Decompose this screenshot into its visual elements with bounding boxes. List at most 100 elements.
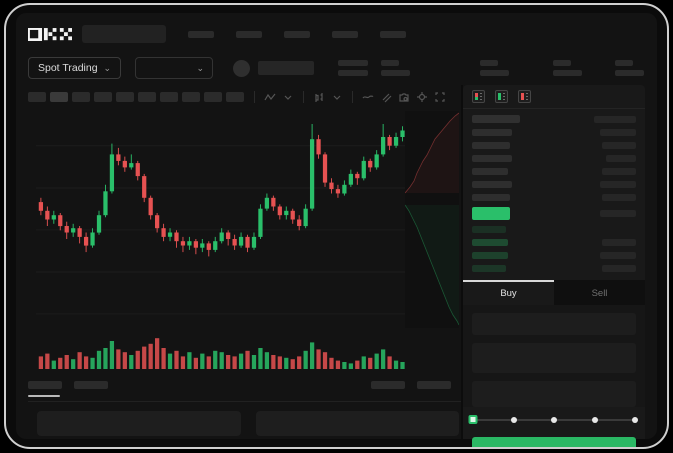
fullscreen-icon[interactable] [433, 90, 447, 104]
camera-icon[interactable] [397, 90, 411, 104]
chart-column [28, 85, 461, 439]
timeframe-chip[interactable] [204, 92, 222, 102]
orderbook-row[interactable] [463, 142, 645, 149]
orderbook[interactable] [463, 109, 645, 280]
vertical-divider [461, 85, 463, 439]
tab-buy[interactable]: Buy [463, 280, 554, 305]
timeframe-chip[interactable] [28, 92, 46, 102]
candle-style-icon[interactable] [312, 90, 326, 104]
market-stat-skeleton [381, 60, 411, 76]
market-stats [368, 60, 645, 76]
search-bar-skeleton[interactable] [82, 25, 166, 43]
pair-selector[interactable]: ⌄ [135, 57, 214, 79]
orderbook-row[interactable] [463, 155, 645, 162]
orderbook-row[interactable] [463, 168, 645, 175]
chevron-down-icon: ⌄ [196, 62, 205, 73]
order-form [463, 305, 645, 407]
chart-tab[interactable] [74, 381, 108, 389]
chevron-down-icon[interactable] [281, 90, 295, 104]
orderbook-row[interactable] [463, 115, 645, 123]
market-stat-skeleton [553, 60, 583, 76]
order-amount-input[interactable] [472, 343, 636, 373]
market-mode-label: Spot Trading [38, 62, 98, 74]
buy-submit-button[interactable] [472, 437, 636, 447]
top-navbar [28, 17, 645, 51]
buy-sell-tabs: Buy Sell [463, 280, 645, 305]
timeframe-chip[interactable] [226, 92, 244, 102]
nav-item-skeleton[interactable] [332, 30, 358, 38]
timeframe-chip[interactable] [50, 92, 68, 102]
line-wave-icon[interactable] [361, 90, 375, 104]
timeframe-chip[interactable] [182, 92, 200, 102]
orderbook-asks-icon[interactable] [518, 90, 531, 103]
amount-slider[interactable] [468, 409, 638, 431]
okx-logo-icon [28, 27, 72, 41]
toolbar-separator [352, 91, 353, 103]
device-frame: Spot Trading ⌄ ⌄ [4, 3, 669, 449]
compare-icon[interactable] [379, 90, 393, 104]
orderbook-row[interactable] [463, 129, 645, 136]
volume-chart[interactable] [36, 335, 405, 369]
slider-stop[interactable] [591, 417, 598, 423]
chart-tab-right[interactable] [371, 381, 405, 389]
depth-chart-panel[interactable] [404, 111, 460, 328]
trade-panel: Buy Sell [463, 85, 645, 447]
candlestick-chart[interactable] [36, 111, 405, 328]
orderbook-view-switcher [463, 85, 645, 109]
orderbook-row[interactable] [463, 226, 645, 233]
timeframe-chip[interactable] [138, 92, 156, 102]
nav-item-skeleton[interactable] [380, 30, 406, 38]
main-content: Buy Sell [28, 85, 645, 447]
chevron-down-icon[interactable] [330, 90, 344, 104]
timeframe-chip[interactable] [94, 92, 112, 102]
timeframe-chip[interactable] [116, 92, 134, 102]
okx-logo[interactable] [28, 27, 72, 41]
slider-stop[interactable] [551, 417, 557, 423]
bottom-panel-skeleton[interactable] [255, 411, 459, 436]
active-tab-underline [28, 395, 60, 397]
indicators-zigzag-icon[interactable] [263, 90, 277, 104]
orderbook-row[interactable] [463, 181, 645, 188]
slider-handle[interactable] [468, 415, 478, 424]
timeframe-chip[interactable] [72, 92, 90, 102]
settings-gear-icon[interactable] [415, 90, 429, 104]
order-total-input[interactable] [472, 381, 636, 407]
chart-tab-active[interactable] [28, 381, 62, 397]
market-header: Spot Trading ⌄ ⌄ [28, 51, 645, 85]
chart-bottom-tabs [28, 381, 461, 401]
market-mode-selector[interactable]: Spot Trading ⌄ [28, 57, 122, 79]
timeframe-chip[interactable] [160, 92, 178, 102]
slider-stop[interactable] [632, 417, 638, 423]
timeframe-buttons [28, 92, 248, 102]
orderbook-row[interactable] [463, 194, 645, 201]
price-stat-skeleton [338, 60, 369, 76]
bottom-panel-skeleton[interactable] [37, 411, 241, 436]
chart-toolbar [28, 85, 461, 109]
last-price-row[interactable] [463, 207, 645, 220]
section-divider [28, 401, 461, 402]
toolbar-separator [254, 91, 255, 103]
market-stat-skeleton [480, 60, 510, 76]
orderbook-row[interactable] [463, 265, 645, 272]
last-price-badge [472, 207, 510, 220]
nav-item-skeleton[interactable] [188, 30, 214, 38]
trading-app: Spot Trading ⌄ ⌄ [16, 13, 657, 447]
market-stat-skeleton [615, 60, 645, 76]
chart-tool-icons [261, 90, 449, 104]
order-price-input[interactable] [472, 313, 636, 335]
tab-sell[interactable]: Sell [591, 288, 608, 299]
coin-avatar [233, 59, 251, 77]
orderbook-bids-icon[interactable] [495, 90, 508, 103]
bottom-panels [37, 411, 459, 436]
chevron-down-icon: ⌄ [103, 62, 112, 73]
orderbook-both-icon[interactable] [472, 90, 485, 103]
pair-name-skeleton [258, 61, 315, 75]
nav-item-skeleton[interactable] [284, 30, 310, 38]
orderbook-row[interactable] [463, 252, 645, 259]
price-chart[interactable] [28, 111, 461, 329]
slider-stop[interactable] [510, 417, 517, 423]
toolbar-separator [303, 91, 304, 103]
chart-tab-right[interactable] [417, 381, 451, 389]
nav-item-skeleton[interactable] [236, 30, 262, 38]
orderbook-row[interactable] [463, 239, 645, 246]
